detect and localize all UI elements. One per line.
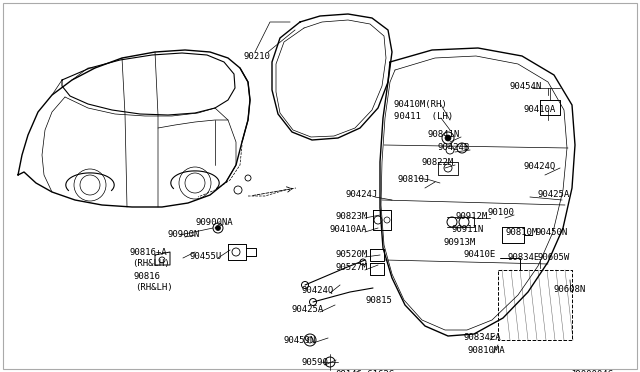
Text: 90841N: 90841N — [427, 130, 460, 139]
Text: 90816: 90816 — [133, 272, 160, 281]
Text: 90454N: 90454N — [510, 82, 542, 91]
Text: 90520M: 90520M — [335, 250, 367, 259]
Text: 90900N: 90900N — [168, 230, 200, 239]
Text: (RH&LH): (RH&LH) — [135, 283, 173, 292]
Text: 90608N: 90608N — [553, 285, 585, 294]
Text: 90810J: 90810J — [398, 175, 430, 184]
Text: 90424Q: 90424Q — [523, 162, 556, 171]
Text: 90410A: 90410A — [524, 105, 556, 114]
Text: 90410AA: 90410AA — [330, 225, 367, 234]
Text: 90459N: 90459N — [284, 336, 316, 345]
Text: (RH&LH): (RH&LH) — [132, 259, 170, 268]
Circle shape — [445, 135, 451, 141]
Text: 90455U: 90455U — [190, 252, 222, 261]
Text: 90815: 90815 — [366, 296, 393, 305]
Text: 90810M: 90810M — [506, 228, 538, 237]
Text: 90527M: 90527M — [335, 263, 367, 272]
Text: 90450N: 90450N — [536, 228, 568, 237]
Text: 90822M: 90822M — [422, 158, 454, 167]
Text: 90424Q: 90424Q — [302, 286, 334, 295]
Text: 90816+A: 90816+A — [130, 248, 168, 257]
Text: 90900NA: 90900NA — [195, 218, 232, 227]
Text: 90100: 90100 — [487, 208, 514, 217]
Text: 90834EA: 90834EA — [463, 333, 500, 342]
Text: 90834E: 90834E — [508, 253, 540, 262]
Text: 90911N: 90911N — [451, 225, 483, 234]
Text: 90605W: 90605W — [537, 253, 569, 262]
Text: 90913M: 90913M — [443, 238, 476, 247]
Text: 90912M: 90912M — [455, 212, 487, 221]
Text: 90410E: 90410E — [464, 250, 496, 259]
Circle shape — [216, 225, 221, 231]
Text: 90410M(RH): 90410M(RH) — [394, 100, 448, 109]
Text: 90411  (LH): 90411 (LH) — [394, 112, 453, 121]
Text: 90210: 90210 — [243, 52, 270, 61]
Text: 90823M: 90823M — [335, 212, 367, 221]
Text: 90424B: 90424B — [437, 143, 469, 152]
Text: 08146-6162G: 08146-6162G — [335, 370, 394, 372]
Text: 90590: 90590 — [301, 358, 328, 367]
Text: 90425A: 90425A — [291, 305, 323, 314]
Text: 90425A: 90425A — [538, 190, 570, 199]
Text: 90810MA: 90810MA — [467, 346, 504, 355]
Text: 90424J: 90424J — [345, 190, 377, 199]
Text: J900004C: J900004C — [570, 370, 613, 372]
